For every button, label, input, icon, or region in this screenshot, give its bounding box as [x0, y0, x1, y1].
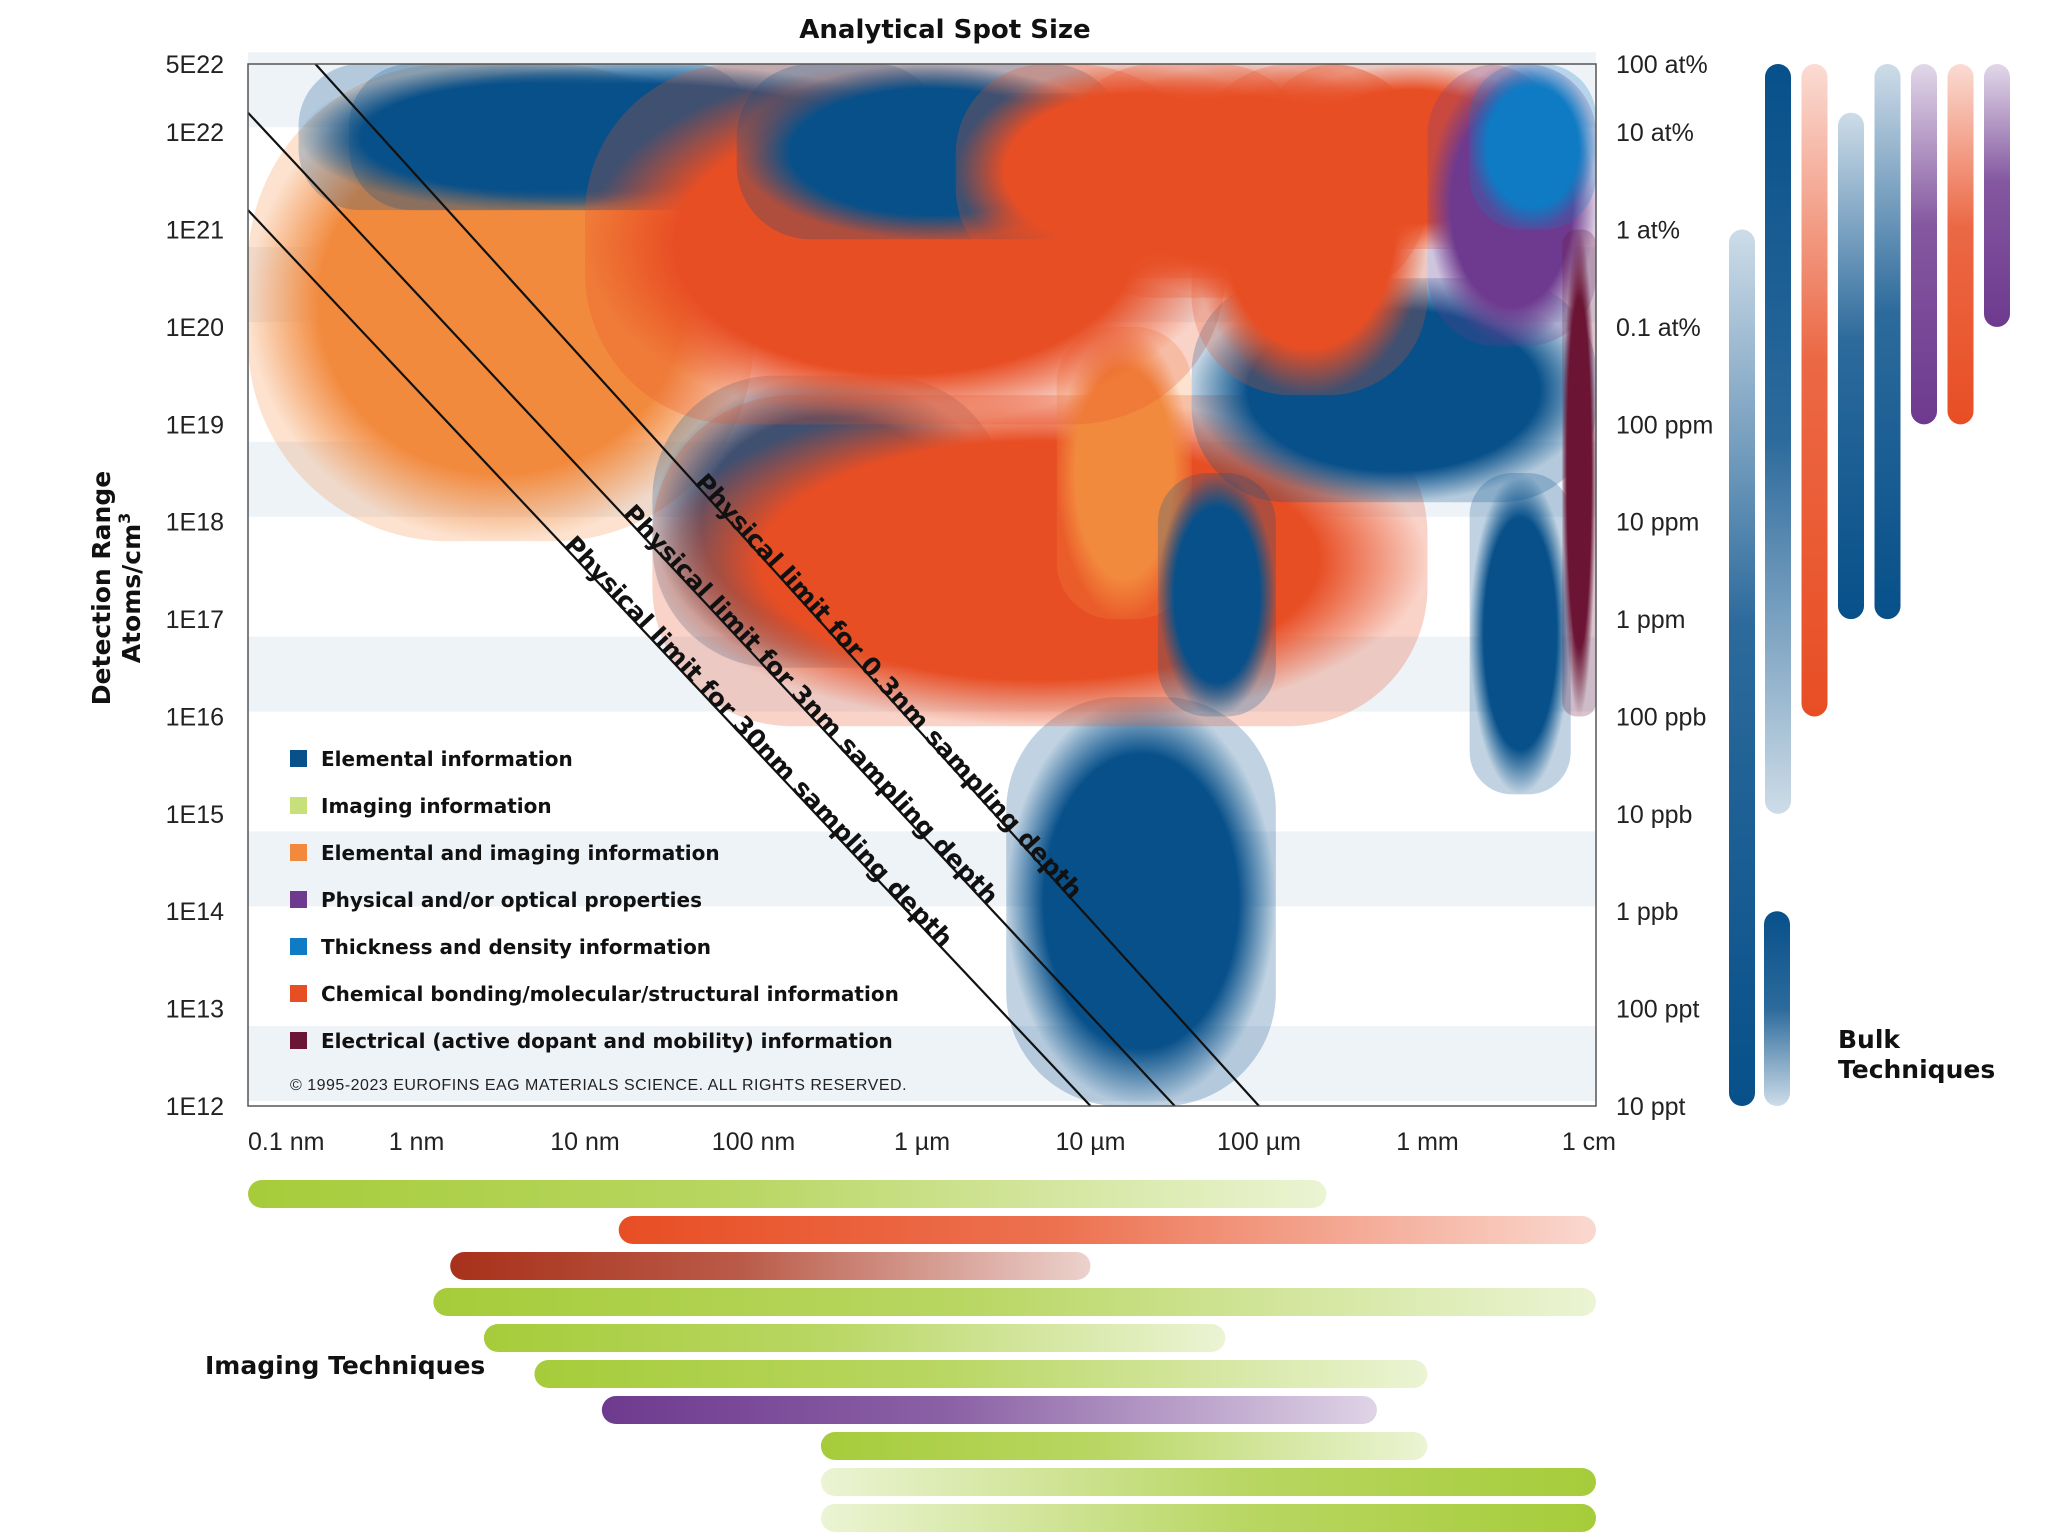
y-tick-right: 100 ppb — [1616, 703, 1706, 731]
legend-label: Electrical (active dopant and mobility) … — [321, 1029, 893, 1053]
legend-label: Elemental and imaging information — [321, 841, 720, 865]
legend-label: Physical and/or optical properties — [321, 888, 702, 912]
legend-label: Chemical bonding/molecular/structural in… — [321, 982, 899, 1006]
y-tick-left: 1E19 — [166, 411, 224, 439]
legend-swatch — [290, 797, 307, 814]
imaging-bar — [820, 1432, 1428, 1460]
y-tick-right: 1 ppm — [1616, 606, 1685, 634]
legend-swatch — [290, 1032, 307, 1049]
imaging-bar — [601, 1396, 1377, 1424]
imaging-bar — [248, 1180, 1327, 1208]
y-tick-right: 100 ppt — [1616, 996, 1699, 1024]
y-tick-left: 1E12 — [166, 1093, 224, 1121]
x-tick: 100 µm — [1217, 1128, 1301, 1156]
y-axis-title-superscript: 3 — [115, 513, 134, 524]
y-axis-left: 5E22 1E22 1E21 1E20 1E19 1E18 1E17 1E16 1E15 1E14… — [166, 51, 224, 1121]
x-axis: 0.1 nm 1 nm 10 nm 100 nm 1 µm 10 µm 100 µm 1 mm… — [248, 1128, 1616, 1156]
y-tick-left: 1E18 — [166, 509, 224, 537]
limit-line-0 — [314, 63, 1260, 1107]
y-tick-right: 100 ppm — [1616, 411, 1713, 439]
legend-swatch — [290, 985, 307, 1002]
x-tick: 0.1 nm — [248, 1128, 324, 1156]
y-tick-left: 1E16 — [166, 703, 224, 731]
region-electrical-active-dopant-and-mobility-information — [1562, 229, 1596, 717]
background-band — [248, 831, 1596, 907]
imaging-bar — [618, 1216, 1596, 1244]
imaging-bar — [820, 1504, 1596, 1532]
y-tick-right: 10 ppb — [1616, 801, 1692, 829]
x-tick: 1 µm — [894, 1128, 950, 1156]
region-elemental-information — [1157, 473, 1276, 717]
legend-swatch — [290, 750, 307, 767]
region-thickness-and-density-information — [1469, 64, 1596, 230]
y-tick-left: 1E15 — [166, 801, 224, 829]
legend-label: Thickness and density information — [321, 935, 711, 959]
bulk-bar — [1984, 64, 2010, 327]
y-tick-right: 10 ppt — [1616, 1093, 1686, 1121]
legend-label: Imaging information — [321, 794, 552, 818]
bulk-label-line1: Bulk — [1838, 1025, 1901, 1054]
y-tick-left: 1E13 — [166, 996, 224, 1024]
y-tick-right: 0.1 at% — [1616, 314, 1701, 342]
imaging-bar — [433, 1288, 1597, 1316]
legend: Elemental information Imaging information… — [290, 747, 899, 1053]
y-axis-title-units: Atoms/cm — [117, 524, 146, 663]
y-tick-right: 10 at% — [1616, 119, 1694, 147]
bulk-bar — [1874, 64, 1901, 620]
y-tick-left: 1E21 — [166, 217, 224, 245]
bulk-techniques — [1729, 64, 2010, 1107]
limit-line-2 — [247, 209, 1092, 1107]
imaging-label: Imaging Techniques — [205, 1351, 485, 1380]
region-elemental-information — [1006, 696, 1276, 1106]
legend-swatch — [290, 844, 307, 861]
imaging-bar — [450, 1252, 1091, 1280]
background-band — [248, 1026, 1596, 1102]
x-tick: 10 µm — [1056, 1128, 1126, 1156]
y-axis-title-line1: Detection Range — [87, 471, 116, 705]
imaging-bar — [534, 1360, 1428, 1388]
imaging-bar — [483, 1324, 1226, 1352]
x-tick: 1 mm — [1396, 1128, 1459, 1156]
x-tick: 1 cm — [1562, 1128, 1616, 1156]
y-tick-left: 1E22 — [166, 119, 224, 147]
x-tick: 100 nm — [712, 1128, 795, 1156]
y-tick-right: 1 ppb — [1616, 898, 1679, 926]
bulk-bar — [1947, 64, 1974, 425]
bulk-bar — [1729, 229, 1755, 1107]
imaging-techniques — [248, 1180, 1597, 1532]
y-axis-title: Detection Range Atoms/cm3 — [87, 471, 146, 705]
y-tick-right: 1 at% — [1616, 217, 1680, 245]
bulk-label-line2: Techniques — [1838, 1055, 1995, 1084]
bulk-bar — [1838, 112, 1864, 620]
region-elemental-information — [1469, 473, 1571, 795]
legend-swatch — [290, 938, 307, 955]
y-axis-right: 100 at% 10 at% 1 at% 0.1 at% 100 ppm 10 ppm 1 … — [1616, 51, 1713, 1121]
legend-swatch — [290, 891, 307, 908]
plot-frame — [247, 63, 1597, 1107]
bulk-bar — [1911, 64, 1937, 425]
y-axis-title-line2: Atoms/cm3 — [115, 513, 146, 664]
y-tick-right: 10 ppm — [1616, 509, 1699, 537]
copyright-notice: © 1995-2023 EUROFINS EAG MATERIALS SCIEN… — [290, 1077, 907, 1094]
y-tick-left: 1E20 — [166, 314, 224, 342]
imaging-bar — [820, 1468, 1596, 1496]
legend-label: Elemental information — [321, 747, 573, 771]
bulk-bar — [1764, 911, 1790, 1106]
y-tick-left: 1E14 — [166, 898, 224, 926]
bulk-bar — [1765, 64, 1791, 814]
chart-title: Analytical Spot Size — [799, 15, 1090, 45]
x-tick: 1 nm — [389, 1128, 445, 1156]
y-tick-left: 5E22 — [166, 51, 224, 79]
x-tick: 10 nm — [550, 1128, 619, 1156]
y-tick-left: 1E17 — [166, 606, 224, 634]
y-tick-right: 100 at% — [1616, 51, 1708, 79]
limit-line-1 — [247, 111, 1176, 1107]
technique-regions — [248, 64, 1596, 1106]
bulk-bar — [1801, 64, 1828, 717]
